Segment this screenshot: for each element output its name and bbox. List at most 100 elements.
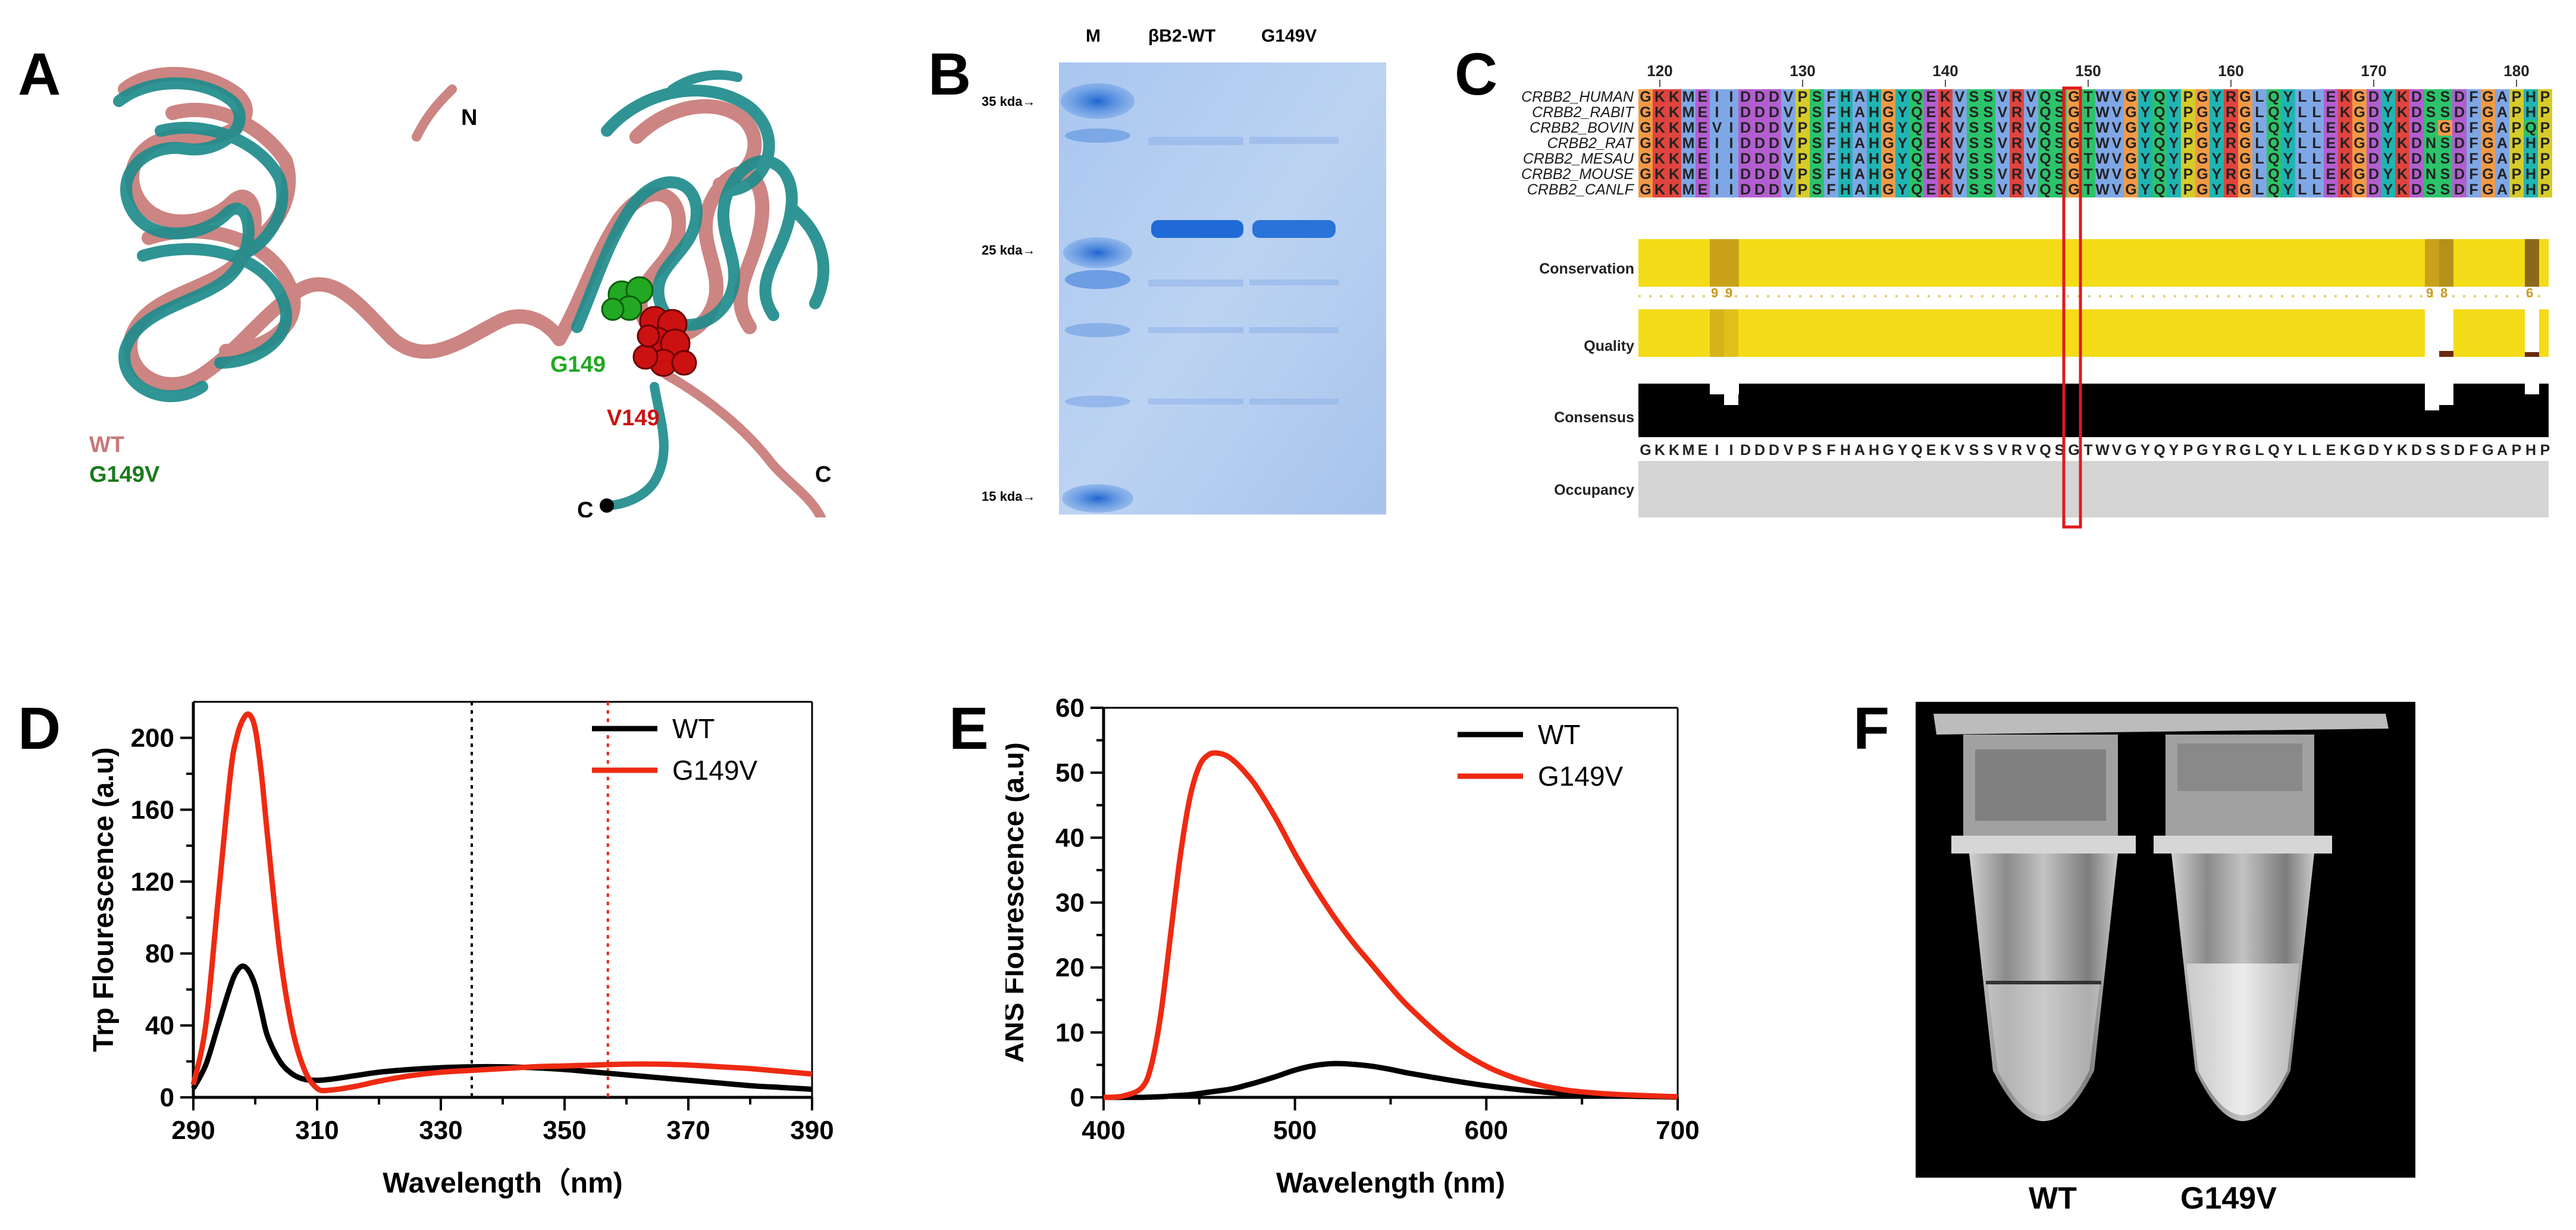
residue-letter: Q: [2268, 166, 2279, 183]
residue-cell: [2481, 151, 2495, 167]
alignment-position-ticks: 120 130 140 150 160 170 180: [1647, 62, 2530, 87]
consensus-letter: Y: [2169, 442, 2179, 459]
residue-letter: V: [1712, 120, 1722, 136]
residue-cell: [2138, 182, 2152, 197]
residue-cell: [1895, 167, 1910, 182]
panel-a-structure: N G149 V149 C C WT G149V: [89, 67, 831, 517]
residue-cell: [1738, 105, 1753, 120]
residue-letter: R: [2011, 120, 2022, 136]
residue-cell: [2409, 105, 2424, 120]
residue-cell: [2038, 167, 2052, 182]
conservation-dips: [1710, 239, 2539, 287]
residue-letter: H: [2525, 104, 2536, 121]
residue-cell: [2352, 120, 2367, 136]
residue-cell: [2524, 167, 2538, 182]
residue-cell: [1824, 120, 1838, 136]
panel-letter-c: C: [1455, 41, 1498, 108]
residue-letter: A: [1854, 166, 1865, 183]
residue-letter: H: [2525, 166, 2536, 183]
x-tick-label: 390: [790, 1116, 833, 1145]
residue-letter: Y: [2283, 135, 2293, 152]
consensus-letter: D: [1769, 442, 1779, 459]
consensus-letter: P: [2540, 442, 2550, 459]
residue-letter: G: [1882, 120, 1894, 136]
residue-letter: F: [1826, 120, 1835, 136]
residue-letter: K: [1940, 104, 1951, 121]
residue-cell: [1995, 167, 2010, 182]
residue-cell: [2195, 120, 2210, 136]
residue-cell: [1953, 167, 1967, 182]
residue-cell: [2138, 120, 2152, 136]
residue-cell: [1853, 105, 1867, 120]
residue-letter: G: [2196, 150, 2208, 167]
residue-letter: G: [2068, 120, 2079, 136]
consensus-letter: Q: [2154, 442, 2165, 459]
residue-cell: [2267, 120, 2281, 136]
residue-letter: V: [1998, 104, 2008, 121]
residue-cell: [2438, 151, 2452, 167]
residue-letter: L: [2312, 104, 2321, 121]
residue-letter: K: [1669, 166, 1679, 183]
residue-letter: K: [1654, 135, 1665, 152]
residue-cell: [2295, 89, 2309, 105]
residue-cell: [1810, 105, 1824, 120]
position-tick-label: 130: [1790, 62, 1815, 80]
residue-letter: F: [2469, 135, 2478, 152]
series-line-g149v: [190, 711, 813, 1094]
residue-cell: [1710, 167, 1724, 182]
consensus-letter: P: [2183, 442, 2193, 459]
residue-cell: [1838, 105, 1853, 120]
residue-cell: [1953, 151, 1967, 167]
residue-cell: [2152, 151, 2167, 167]
residue-cell: [1967, 182, 1981, 197]
residue-letter: I: [1729, 120, 1734, 136]
residue-letter: V: [1998, 150, 2008, 167]
residue-letter: I: [1729, 181, 1734, 198]
residue-letter: H: [1840, 166, 1851, 183]
residue-cell: [2495, 89, 2509, 105]
residue-letter: D: [2454, 89, 2465, 105]
consensus-letter: Y: [2283, 442, 2293, 459]
residue-letter: V: [1784, 104, 1794, 121]
residue-letter: K: [2397, 135, 2408, 152]
residue-cell: [1667, 182, 1681, 197]
residue-cell: [1681, 136, 1696, 151]
residue-cell: [1938, 182, 1953, 197]
residue-letter: Q: [2039, 150, 2051, 167]
residue-letter: W: [2095, 166, 2110, 183]
residue-cell: [2081, 136, 2095, 151]
residue-letter: Y: [2141, 135, 2151, 152]
consensus-letter: V: [1998, 442, 2008, 459]
residue-cell: [2467, 105, 2481, 120]
residue-letter: A: [2497, 166, 2508, 183]
residue-cell: [1667, 120, 1681, 136]
residue-letter: P: [2540, 166, 2550, 183]
residue-letter: K: [1669, 104, 1679, 121]
residue-letter: G: [2239, 135, 2251, 152]
residue-cell: [1853, 120, 1867, 136]
quality-dips: [1710, 309, 2539, 357]
residue-cell: [2124, 167, 2138, 182]
residue-cell: [2067, 136, 2081, 151]
residue-letter: S: [1983, 135, 1994, 152]
residue-letter: T: [2083, 166, 2092, 183]
consensus-letter: R: [2226, 442, 2236, 459]
residue-cell: [2324, 167, 2338, 182]
residue-letter: H: [1869, 89, 1879, 105]
x-axis-label: Wavelength (nm): [1276, 1168, 1505, 1199]
residue-cell: [2381, 167, 2395, 182]
residue-cell: [2309, 167, 2324, 182]
residue-letter: V: [1955, 166, 1965, 183]
residue-cell: [1696, 151, 1710, 167]
residue-cell: [2509, 151, 2524, 167]
residue-cell: [2024, 120, 2038, 136]
residue-cell: [2381, 105, 2395, 120]
residue-letter: K: [1940, 166, 1951, 183]
residue-letter: K: [1669, 135, 1679, 152]
residue-cell: [2167, 167, 2181, 182]
residue-letter: S: [1812, 120, 1822, 136]
residue-letter: L: [2298, 181, 2307, 198]
residue-letter: E: [1926, 150, 1936, 167]
residue-letter: G: [2482, 181, 2493, 198]
residue-letter: L: [2298, 135, 2307, 152]
